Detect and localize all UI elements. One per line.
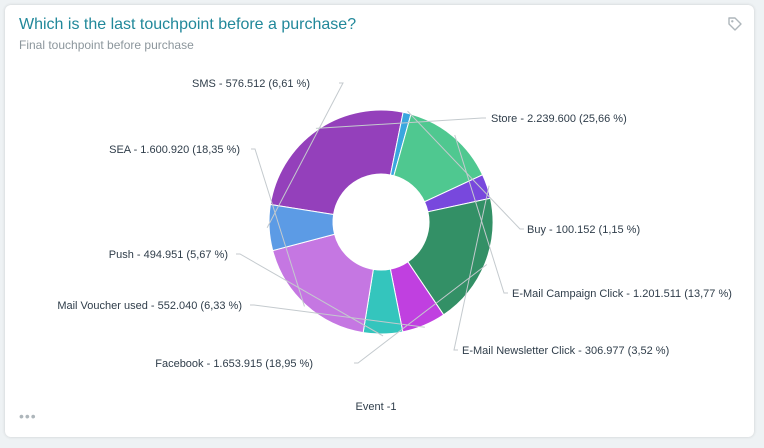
connector-line	[407, 110, 524, 230]
slice-label: Mail Voucher used - 552.040 (6,33 %)	[57, 300, 242, 312]
slice-label: Facebook - 1.653.915 (18,95 %)	[155, 358, 313, 370]
more-horizontal-icon[interactable]: •••	[19, 408, 37, 424]
slice-sea[interactable]	[272, 233, 374, 334]
connector-line	[266, 82, 344, 228]
slice-label: SEA - 1.600.920 (18,35 %)	[109, 144, 240, 156]
tag-icon[interactable]	[727, 16, 743, 32]
slice-label: Store - 2.239.600 (25,66 %)	[491, 113, 627, 125]
slice-label: E-Mail Campaign Click - 1.201.511 (13,77…	[512, 288, 732, 300]
connector-line	[250, 304, 425, 328]
connector-line	[315, 117, 486, 129]
chart-title: Which is the last touchpoint before a pu…	[19, 16, 357, 33]
connector-line	[453, 185, 490, 351]
slice-facebook[interactable]	[407, 197, 494, 316]
slice-label: SMS - 576.512 (6,61 %)	[192, 78, 310, 90]
slice-label: Push - 494.951 (5,67 %)	[109, 249, 228, 261]
slice-store[interactable]	[269, 109, 404, 216]
x-axis-label: Event -1	[356, 401, 397, 413]
connector-line	[251, 148, 305, 307]
connector-line	[236, 253, 384, 337]
connector-line	[354, 264, 488, 364]
slice-label: Buy - 100.152 (1,15 %)	[527, 224, 640, 236]
chart-card: Which is the last touchpoint before a pu…	[5, 5, 754, 437]
connector-line	[454, 134, 508, 294]
slice-sms[interactable]	[268, 203, 336, 252]
chart-subtitle: Final touchpoint before purchase	[19, 38, 194, 52]
slice-label: E-Mail Newsletter Click - 306.977 (3,52 …	[462, 345, 669, 357]
